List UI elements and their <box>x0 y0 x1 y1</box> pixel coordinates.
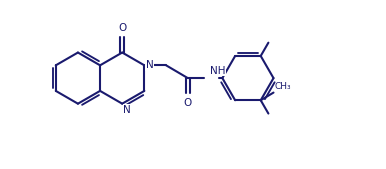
Text: N: N <box>124 105 131 115</box>
Text: N: N <box>146 60 153 70</box>
Text: CH₃: CH₃ <box>275 82 291 91</box>
Text: NH: NH <box>210 66 225 76</box>
Text: O: O <box>118 23 126 33</box>
Text: O: O <box>184 98 192 108</box>
